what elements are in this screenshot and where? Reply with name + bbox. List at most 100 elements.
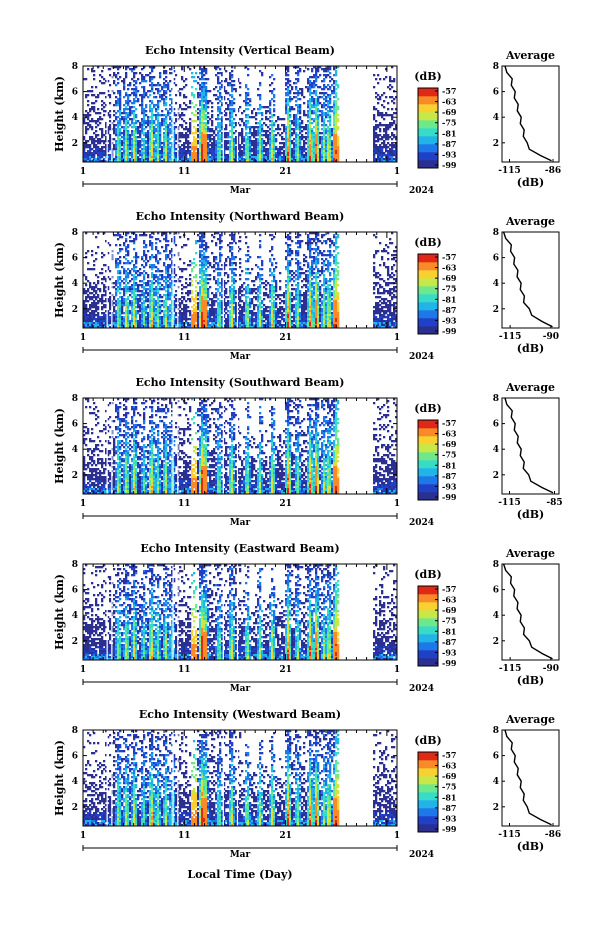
average-x-tick-label: -86 xyxy=(545,166,561,176)
average-title: Average xyxy=(505,381,555,394)
y-tick-label: 2 xyxy=(72,139,78,149)
panel-title: Echo Intensity (Vertical Beam) xyxy=(145,44,335,57)
average-y-tick-label: 6 xyxy=(493,420,499,430)
heatmap-frame xyxy=(82,563,398,661)
average-y-tick-label: 2 xyxy=(493,471,499,481)
colorbar-swatch xyxy=(418,816,438,825)
colorbar-tick-label: -57 xyxy=(442,252,456,262)
colorbar-tick-label: -93 xyxy=(442,481,457,491)
heatmap-cells xyxy=(83,564,397,660)
colorbar-tick-label: -75 xyxy=(442,450,456,460)
average-y-tick-label: 8 xyxy=(493,560,499,570)
heatmap-frame xyxy=(82,729,398,827)
colorbar-swatch xyxy=(418,444,438,453)
y-axis-label: Height (km) xyxy=(53,740,66,816)
colorbar-swatch xyxy=(418,594,438,603)
colorbar-swatch xyxy=(418,96,438,105)
colorbar-tick-label: -63 xyxy=(442,429,457,439)
colorbar-tick-label: -69 xyxy=(442,771,457,781)
colorbar-tick-label: -81 xyxy=(442,128,456,138)
colorbar-tick-label: -57 xyxy=(442,418,456,428)
colorbar-tick-label: -93 xyxy=(442,149,457,159)
year-label: 2024 xyxy=(409,186,434,196)
average-y-tick-label: 4 xyxy=(493,113,499,123)
colorbar-tick-label: -75 xyxy=(442,782,456,792)
average-y-tick-label: 4 xyxy=(493,611,499,621)
average-title: Average xyxy=(505,713,555,726)
average-x-tick-label: -90 xyxy=(543,332,559,342)
average-y-tick-label: 8 xyxy=(493,62,499,72)
average-y-tick-label: 6 xyxy=(493,254,499,264)
x-tick-label: 1 xyxy=(80,167,86,177)
colorbar-swatch xyxy=(418,792,438,801)
colorbar-frame xyxy=(417,585,439,667)
colorbar-tick-label: -69 xyxy=(442,439,457,449)
colorbar-swatch xyxy=(418,784,438,793)
average-y-tick-label: 8 xyxy=(493,228,499,238)
colorbar-tick-label: -99 xyxy=(442,658,457,668)
colorbar-tick-label: -87 xyxy=(442,637,456,647)
average-y-tick-label: 6 xyxy=(493,586,499,596)
x-tick-label: 1 xyxy=(394,167,400,177)
bottom-xlabel: Local Time (Day) xyxy=(187,868,292,881)
colorbar-tick-label: -87 xyxy=(442,471,456,481)
y-tick-label: 8 xyxy=(72,62,78,72)
average-y-tick-label: 2 xyxy=(493,305,499,315)
colorbar-swatch xyxy=(418,634,438,643)
colorbar-tick-label: -63 xyxy=(442,263,457,273)
y-tick-label: 4 xyxy=(72,611,78,621)
average-y-tick-label: 4 xyxy=(493,279,499,289)
average-xlabel: (dB) xyxy=(517,674,544,687)
colorbar-tick-label: -81 xyxy=(442,792,456,802)
colorbar-swatch xyxy=(418,326,438,335)
colorbar-swatch xyxy=(418,460,438,469)
year-label: 2024 xyxy=(409,352,434,362)
heatmap-frame xyxy=(82,397,398,495)
x-tick-label: 11 xyxy=(178,665,191,675)
colorbar-frame xyxy=(417,87,439,169)
y-tick-label: 6 xyxy=(72,752,78,762)
colorbar-swatch xyxy=(418,286,438,295)
average-line xyxy=(502,563,553,660)
average-y-tick-label: 6 xyxy=(493,752,499,762)
colorbar-swatch xyxy=(418,144,438,153)
heatmap-cells xyxy=(83,232,397,328)
x-tick-label: 1 xyxy=(394,665,400,675)
heatmap-frame xyxy=(82,231,398,329)
y-tick-label: 6 xyxy=(72,254,78,264)
colorbar-tick-label: -57 xyxy=(442,86,456,96)
colorbar-swatch xyxy=(418,618,438,627)
average-y-tick-label: 8 xyxy=(493,726,499,736)
x-tick-label: 21 xyxy=(279,499,292,509)
colorbar-swatch xyxy=(418,128,438,137)
colorbar: -57-63-69-75-81-87-93-99 xyxy=(417,584,457,668)
average-line xyxy=(504,65,552,162)
colorbar-swatch xyxy=(418,752,438,761)
x-tick-label: 21 xyxy=(279,333,292,343)
colorbar: -57-63-69-75-81-87-93-99 xyxy=(417,86,457,170)
colorbar-swatch xyxy=(418,136,438,145)
colorbar-swatch xyxy=(418,112,438,121)
year-label: 2024 xyxy=(409,518,434,528)
colorbar-tick-label: -69 xyxy=(442,605,457,615)
colorbar-swatch xyxy=(418,254,438,263)
colorbar-tick-label: -93 xyxy=(442,315,457,325)
panel-title: Echo Intensity (Southward Beam) xyxy=(136,376,345,389)
colorbar-tick-label: -69 xyxy=(442,107,457,117)
average-x-tick-label: -115 xyxy=(499,332,522,342)
average-line xyxy=(504,729,552,826)
month-label: Mar xyxy=(230,352,251,362)
colorbar-swatch xyxy=(418,294,438,303)
average-line xyxy=(502,231,553,328)
colorbar-swatch xyxy=(418,610,438,619)
colorbar-swatch xyxy=(418,120,438,129)
y-tick-label: 2 xyxy=(72,803,78,813)
x-tick-label: 1 xyxy=(80,831,86,841)
y-axis-label: Height (km) xyxy=(53,574,66,650)
